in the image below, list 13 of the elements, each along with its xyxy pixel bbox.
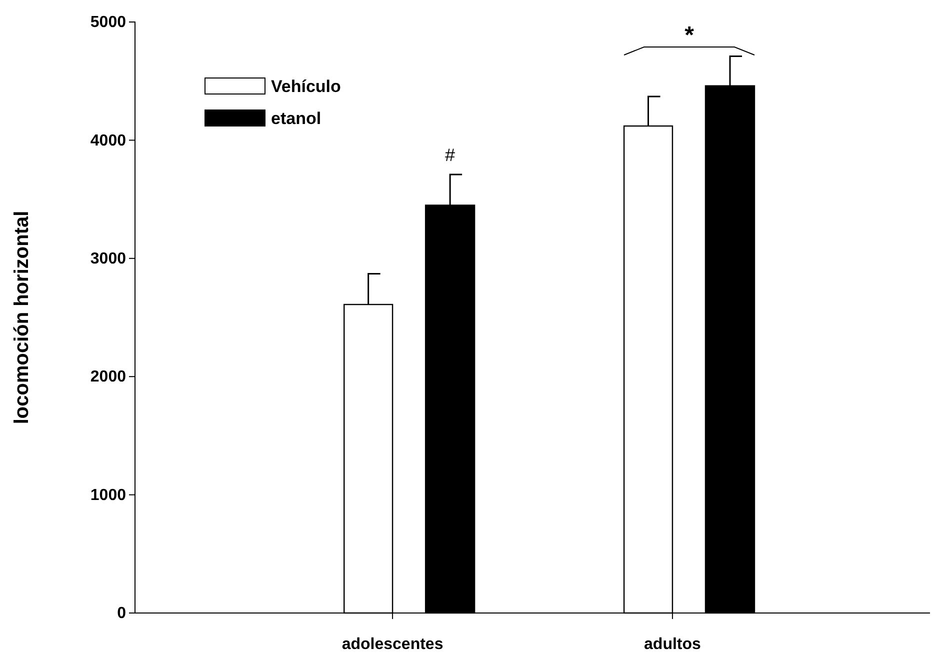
x-tick-label: adultos <box>644 636 702 653</box>
x-tick-label: adolescentes <box>342 636 444 653</box>
y-tick-label: 1000 <box>90 486 126 504</box>
annotation: # <box>445 144 456 165</box>
legend-label: etanol <box>271 109 322 128</box>
y-tick-label: 5000 <box>90 14 126 32</box>
y-tick-label: 3000 <box>90 250 126 268</box>
y-axis-title: locomoción horizontal <box>11 210 33 424</box>
annotation: * <box>684 22 695 49</box>
y-tick-label: 2000 <box>90 368 126 386</box>
y-tick-label: 4000 <box>90 132 126 150</box>
legend-label: Vehículo <box>271 77 341 96</box>
y-tick-label: 0 <box>117 605 126 622</box>
